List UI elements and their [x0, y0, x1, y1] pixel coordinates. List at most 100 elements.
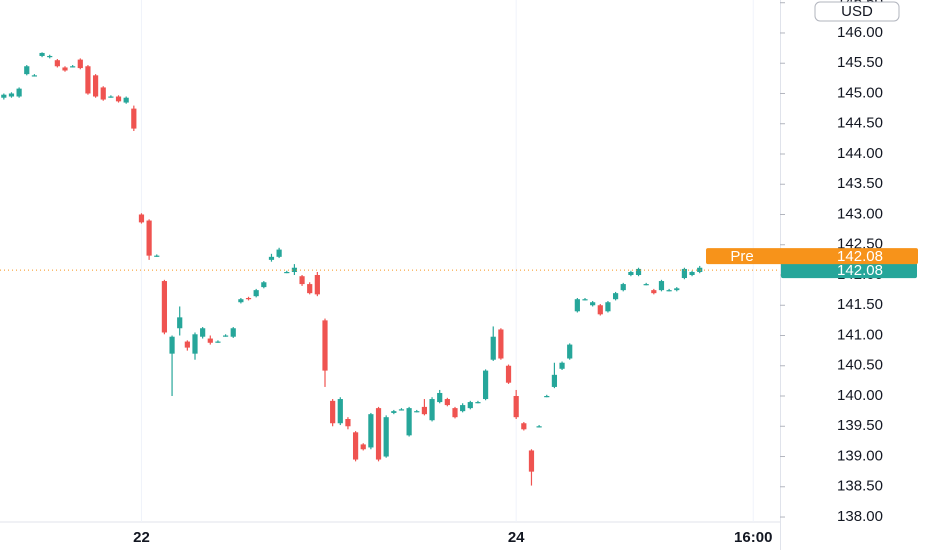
candle-body — [605, 302, 611, 312]
candle-body — [406, 408, 412, 436]
y-tick-label: 140.50 — [837, 357, 883, 374]
candle-body — [92, 75, 99, 97]
candle-body — [39, 52, 45, 56]
candle-body — [681, 268, 688, 279]
currency-label: USD — [841, 3, 873, 20]
y-tick-label: 144.50 — [837, 115, 883, 132]
candle-body — [177, 317, 183, 329]
candle-body — [85, 66, 91, 94]
candle-body — [658, 281, 665, 291]
y-tick-label: 139.00 — [837, 447, 883, 464]
candle-body — [528, 450, 535, 472]
candle-body — [383, 417, 389, 457]
candle-body — [253, 290, 259, 297]
y-tick-label: 139.50 — [837, 417, 883, 434]
candle-body — [215, 341, 221, 343]
candle-body — [200, 328, 206, 337]
candle-body — [620, 284, 626, 291]
candle-body — [375, 408, 382, 460]
candle-body — [414, 411, 420, 413]
candle-body — [498, 329, 504, 359]
candle-body — [674, 288, 680, 291]
candle-body — [16, 88, 22, 97]
candle-body — [108, 96, 114, 98]
y-tick-label: 143.50 — [837, 175, 883, 192]
y-tick-label: 138.50 — [837, 478, 883, 495]
candle-body — [47, 55, 53, 58]
candle-body — [222, 335, 229, 337]
candle-body — [597, 305, 603, 315]
candle-body — [551, 374, 558, 387]
candle-body — [54, 60, 60, 67]
candle-body — [429, 399, 435, 421]
candle-body — [299, 276, 305, 285]
y-tick-label: 141.00 — [837, 326, 883, 343]
candle-body — [24, 66, 30, 75]
candle-body — [582, 299, 588, 301]
currency-badge — [814, 1, 900, 22]
candle-body — [398, 409, 405, 411]
candle-body — [291, 267, 298, 272]
candle-body — [123, 97, 129, 103]
candle-body — [697, 267, 703, 272]
last-price-tag — [781, 262, 917, 279]
candle-body — [475, 402, 481, 404]
y-tick-label: 144.00 — [837, 145, 883, 162]
candle-body — [635, 268, 642, 275]
last-price-label: 142.08 — [837, 262, 883, 279]
candle-body — [192, 334, 198, 354]
candle-body — [230, 328, 236, 337]
candle-body — [245, 297, 252, 300]
pre-label: Pre — [730, 248, 753, 265]
candle-body — [505, 365, 512, 383]
candle-body — [314, 275, 320, 295]
y-tick-label: 141.50 — [837, 296, 883, 313]
candle-body — [666, 290, 672, 292]
candle-body — [146, 220, 152, 256]
x-tick-label: 22 — [133, 529, 150, 546]
candle-body — [559, 362, 565, 369]
candle-body — [284, 271, 290, 274]
candle-body — [590, 302, 596, 306]
candle-body — [421, 406, 428, 415]
candle-body — [628, 271, 634, 275]
candle-body — [567, 344, 573, 359]
candle-body — [276, 249, 282, 257]
candle-body — [184, 341, 190, 348]
candle-body — [70, 66, 76, 68]
candle-body — [138, 214, 145, 223]
y-tick-label: 145.50 — [837, 54, 883, 71]
pre-price-label: 142.08 — [837, 248, 883, 265]
candle-body — [345, 419, 351, 427]
y-tick-label: 140.00 — [837, 387, 883, 404]
candle-body — [574, 299, 580, 312]
candle-body — [131, 108, 137, 129]
candle-body — [452, 408, 458, 418]
candle-body — [437, 392, 443, 403]
candle-body — [154, 255, 160, 257]
candle-body — [352, 432, 359, 460]
x-tick-label: 16:00 — [734, 529, 772, 546]
x-tick-label: 24 — [508, 529, 525, 546]
candle-body — [391, 411, 397, 413]
candle-body — [444, 399, 450, 406]
candle-body — [513, 396, 519, 418]
y-tick-label: 138.00 — [837, 508, 883, 525]
candle-body — [261, 282, 267, 288]
candle-body — [651, 290, 657, 294]
candle-body — [322, 320, 328, 371]
candle-body — [8, 93, 15, 97]
candle-body — [467, 402, 473, 409]
y-tick-label: 145.00 — [837, 84, 883, 101]
candle-body — [31, 75, 38, 77]
candle-body — [482, 370, 489, 400]
candle-body — [238, 299, 244, 303]
candle-body — [115, 96, 122, 102]
candle-body — [169, 336, 175, 354]
candle-body — [1, 94, 7, 98]
candle-body — [337, 399, 343, 424]
candle-body — [100, 87, 106, 100]
pre-price-tag — [706, 248, 918, 265]
